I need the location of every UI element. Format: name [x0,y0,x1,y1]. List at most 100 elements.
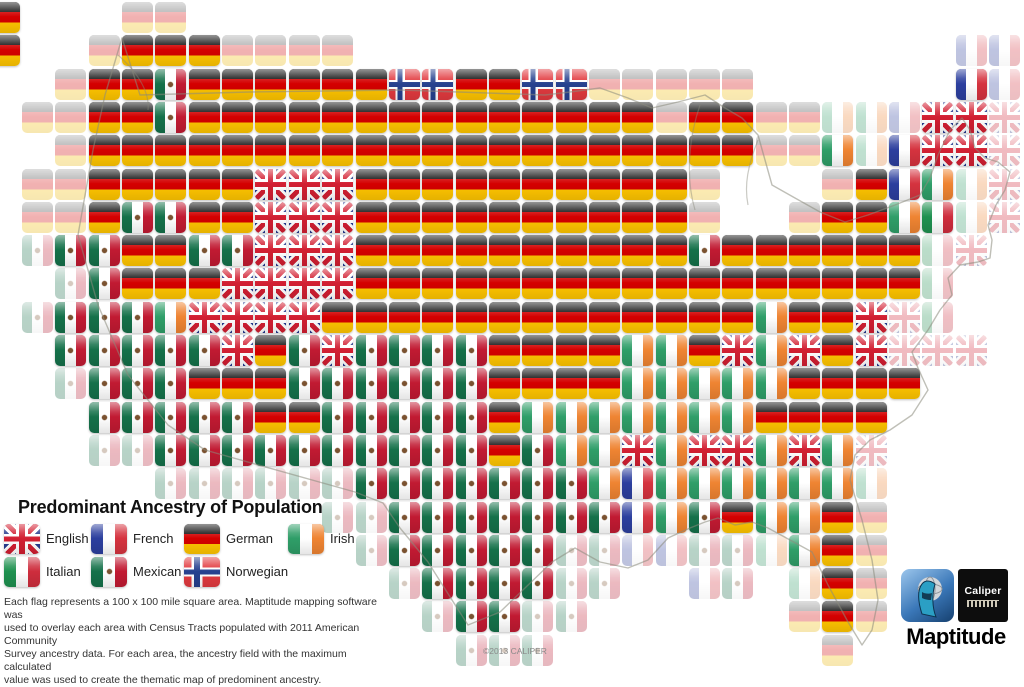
map-tile-mexican-faded [288,468,320,500]
legend-item-mexican: Mexican [89,556,182,587]
map-tile-german [622,235,654,267]
map-tile-mexican [188,434,220,466]
map-tile-italian-faded [922,301,954,333]
maptitude-wordmark: Maptitude [906,624,1006,649]
map-tile-english [255,301,287,333]
map-tile-german [155,235,187,267]
map-tile-german [488,335,520,366]
map-tile-german [522,135,554,167]
mexican-flag-icon [91,556,127,587]
map-tile-mexican-faded [155,468,187,500]
map-tile-english-faded [989,201,1021,233]
map-tile-english [855,335,887,366]
map-tile-mexican [455,534,487,566]
map-tile-irish [655,501,687,533]
map-tile-mexican [255,434,287,466]
legend-label: Mexican [133,564,182,579]
map-tile-german [355,268,387,300]
map-tile-mexican-faded [555,568,587,600]
map-tile-mexican [55,235,87,267]
map-tile-english-faded [955,335,987,366]
map-tile-german [388,201,420,233]
map-tile-german [722,235,754,267]
map-tile-mexican [55,301,87,333]
map-tile-german [555,168,587,200]
map-tile-german [822,368,854,400]
map-tile-mexican [155,368,187,400]
map-tile-english [188,301,220,333]
map-tile-german [155,35,187,67]
map-tile-german [288,401,320,433]
map-tile-german [288,68,320,100]
map-tile-german [355,201,387,233]
map-tile-german [222,368,254,400]
map-tile-mexican [455,335,487,366]
map-tile-german [722,101,754,133]
map-tile-german [488,434,520,466]
map-tile-irish [755,501,787,533]
note-line: used to overlay each area with Census Tr… [4,622,360,647]
legend-item-german: German [182,523,286,554]
map-tile-mexican-faded [555,534,587,566]
map-tile-german-faded [655,101,687,133]
map-tile-german [822,534,854,566]
map-tile-irish [155,301,187,333]
map-tile-german [655,235,687,267]
map-tile-mexican [88,368,120,400]
map-tile-irish [655,368,687,400]
map-tile-german [88,68,120,100]
map-tile-german [255,401,287,433]
map-tile-german [222,201,254,233]
map-tile-german [789,368,821,400]
legend-item-norwegian: Norwegian [182,556,288,587]
map-tile-german-faded [55,101,87,133]
map-tile-english [855,301,887,333]
map-tile-mexican [388,368,420,400]
map-tile-german [588,135,620,167]
map-tile-german [789,235,821,267]
map-tile-english [322,268,354,300]
map-tile-english [255,235,287,267]
map-tile-irish [789,468,821,500]
map-tile-english [288,168,320,200]
map-tile-german [188,68,220,100]
map-tile-norwegian [422,68,454,100]
map-tile-mexican-faded [588,568,620,600]
map-tile-german [255,368,287,400]
map-tile-german-faded [55,201,87,233]
map-tile-mexican [388,335,420,366]
map-tile-german [455,168,487,200]
map-tile-mexican [522,568,554,600]
map-tile-mexican [55,335,87,366]
note-line: value was used to create the thematic ma… [4,674,322,686]
copyright-text: ©2013 CALIPER [483,646,547,656]
map-tile-mexican [155,68,187,100]
map-tile-german [689,101,720,133]
map-tile-german-faded [622,68,654,100]
map-tile-german [522,301,554,333]
map-tile-mexican [122,368,154,400]
map-tile-irish [689,401,720,433]
map-tile-german [655,135,687,167]
map-tile-mexican [355,434,387,466]
map-tile-german [588,335,620,366]
legend-row-2: Italian Mexican Norwegian [2,555,404,588]
legend-note: Each flag represents a 100 x 100 mile sq… [4,596,396,687]
map-tile-mexican [88,335,120,366]
map-tile-mexican [288,368,320,400]
map-tile-german [555,101,587,133]
map-tile-german [0,35,20,67]
map-tile-german-faded [689,168,720,200]
map-tile-german [722,301,754,333]
map-tile-german [855,401,887,433]
map-tile-mexican [122,401,154,433]
map-tile-german-faded [55,135,87,167]
map-tile-german [855,268,887,300]
map-tile-german [555,335,587,366]
map-tile-german [588,268,620,300]
map-tile-mexican [422,468,454,500]
map-tile-english [322,235,354,267]
map-tile-irish [622,335,654,366]
map-tile-mexican [355,401,387,433]
map-tile-mexican [122,301,154,333]
